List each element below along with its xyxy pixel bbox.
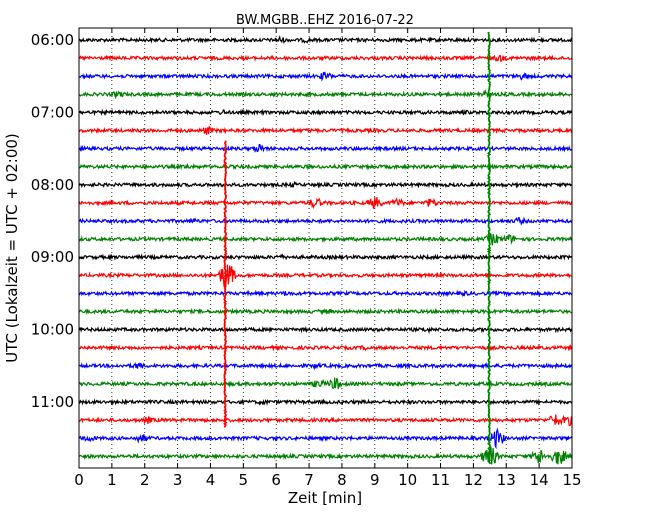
trace-0615 (78, 54, 573, 63)
x-tick-label-1: 1 (107, 471, 117, 489)
trace-1145 (78, 446, 573, 465)
x-tick-label-7: 7 (304, 471, 314, 489)
trace-1115 (78, 414, 573, 427)
vertical-event-1 (223, 140, 228, 428)
x-tick-label-4: 4 (206, 471, 216, 489)
trace-0715 (78, 125, 573, 135)
x-tick-label-14: 14 (530, 471, 549, 489)
x-tick-label-3: 3 (173, 471, 183, 489)
trace-1130 (78, 427, 573, 450)
y-tick-label-0700: 07:00 (31, 103, 74, 121)
trace-0630 (78, 71, 573, 82)
trace-0915 (78, 264, 573, 287)
trace-1100 (78, 398, 573, 406)
plot-frame (78, 27, 573, 469)
x-tick-label-8: 8 (337, 471, 347, 489)
trace-1030 (78, 361, 573, 371)
trace-0900 (78, 253, 573, 261)
y-axis-label: UTC (Lokalzeit = UTC + 02:00) (3, 133, 21, 363)
y-tick-label-0900: 09:00 (31, 248, 74, 266)
y-tick-label-0800: 08:00 (31, 176, 74, 194)
x-tick-label-15: 15 (562, 471, 581, 489)
trace-0945 (79, 307, 573, 316)
trace-0830 (78, 216, 573, 226)
trace-0930 (78, 289, 573, 298)
x-tick-label-12: 12 (464, 471, 483, 489)
x-tick-label-11: 11 (431, 471, 450, 489)
trace-0800 (78, 180, 573, 189)
traces-layer (78, 34, 573, 465)
x-tick-label-0: 0 (74, 471, 84, 489)
trace-0815 (78, 197, 573, 210)
trace-0745 (78, 162, 573, 171)
trace-0845 (78, 232, 573, 246)
trace-1015 (78, 343, 573, 352)
y-tick-label-1100: 11:00 (31, 393, 74, 411)
x-axis-label: Zeit [min] (288, 489, 362, 507)
vertical-events-layer (223, 31, 492, 465)
x-tick-label-9: 9 (370, 471, 380, 489)
y-axis-ticks: 06:00 07:00 08:00 09:00 10:00 11:00 (31, 31, 572, 411)
x-tick-label-5: 5 (239, 471, 249, 489)
x-tick-label-13: 13 (497, 471, 516, 489)
vertical-event-2 (486, 31, 492, 465)
y-tick-label-1000: 10:00 (31, 321, 74, 339)
trace-0600 (78, 34, 572, 44)
y-tick-label-0600: 06:00 (31, 31, 74, 49)
trace-1045 (78, 377, 573, 390)
trace-0645 (78, 89, 573, 100)
chart-title: BW.MGBB..EHZ 2016-07-22 (236, 13, 414, 28)
trace-1000 (78, 325, 573, 335)
x-tick-label-10: 10 (398, 471, 417, 489)
trace-0730 (78, 143, 573, 154)
x-axis-ticks: 0 1 2 3 4 5 6 7 8 9 10 11 12 13 14 15 (74, 28, 582, 489)
grid-lines (111, 28, 540, 468)
x-tick-label-2: 2 (140, 471, 150, 489)
x-tick-label-6: 6 (271, 471, 281, 489)
trace-0700 (78, 108, 573, 117)
